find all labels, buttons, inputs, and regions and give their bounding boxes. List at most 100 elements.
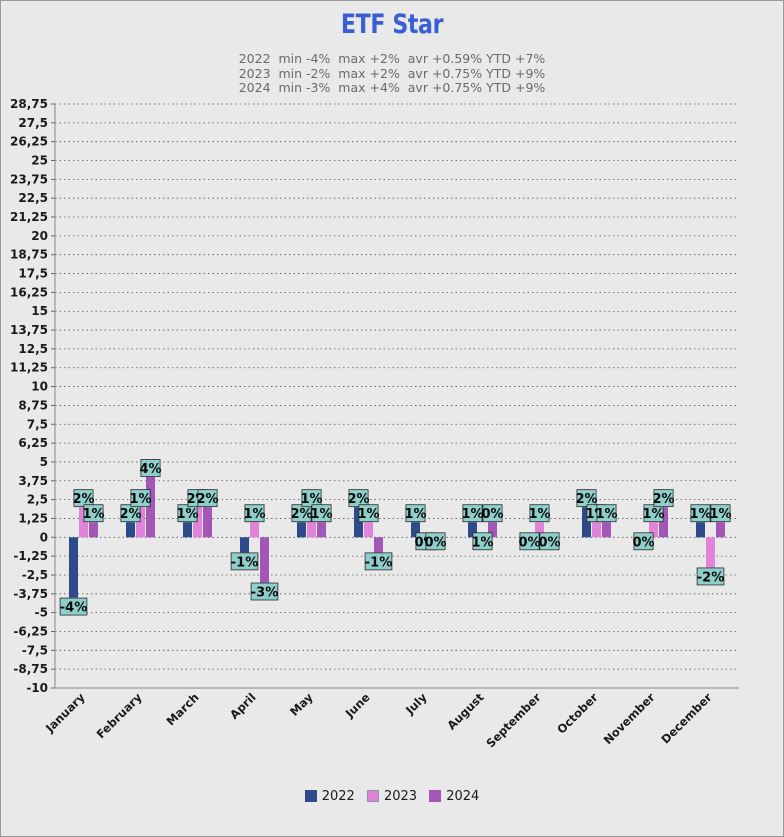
- bar-2024-december: [716, 522, 725, 538]
- data-label-box: [710, 504, 731, 523]
- bar-2022-december: [696, 522, 705, 538]
- x-category-label: December: [658, 690, 715, 747]
- data-label: 2%: [72, 492, 94, 507]
- x-category-label: August: [444, 690, 487, 733]
- subtitle-line-2024: 2024 min -3% max +4% avr +0.75% YTD +9%: [238, 80, 546, 95]
- bar-2022-january: [69, 537, 78, 598]
- bar-2024-november: [659, 507, 668, 538]
- data-label: 1%: [689, 507, 711, 522]
- legend-item-2024[interactable]: 2024: [429, 789, 479, 804]
- bar-2022-august: [468, 522, 477, 538]
- data-label: 1%: [404, 507, 426, 522]
- chart-subtitle: 2022 min -4% max +2% avr +0.59% YTD +7% 2…: [1, 51, 783, 96]
- data-label: -1%: [365, 555, 392, 570]
- y-tick-label: 17,5: [18, 267, 48, 281]
- y-tick-label: -6,25: [13, 624, 48, 638]
- bar-2023-june: [364, 522, 373, 538]
- x-category-label: January: [42, 690, 88, 736]
- chart-plot: 28,75 27,5 26,25 25 23,75 22,5 21,25 20 18,75 17,…: [10, 97, 739, 751]
- data-label-box: [230, 552, 259, 571]
- y-tick-label: 27,5: [18, 116, 48, 130]
- data-label: 1%: [642, 507, 664, 522]
- data-label: 2%: [290, 507, 312, 522]
- data-label-box: [244, 504, 265, 523]
- y-tick-label: -10: [26, 681, 48, 695]
- data-label-box: [529, 504, 550, 523]
- y-tick-label: 2,5: [27, 493, 48, 507]
- legend-item-2023[interactable]: 2023: [366, 789, 418, 804]
- data-label-box: [83, 504, 104, 523]
- y-tick-label: -8,75: [13, 662, 48, 676]
- y-tick-label: 0: [40, 530, 48, 544]
- data-label-box: [633, 532, 654, 551]
- data-label-box: [482, 504, 503, 523]
- data-label-box: [519, 532, 540, 551]
- bar-2022-may: [297, 522, 306, 538]
- x-category-label: September: [483, 690, 544, 751]
- bar-2022-july: [411, 522, 420, 538]
- legend-item-2022[interactable]: 2022: [304, 789, 355, 804]
- y-tick-label: 3,75: [18, 474, 48, 488]
- y-tick-label: 26,25: [10, 135, 48, 149]
- chart-title: ETF Star: [340, 9, 444, 40]
- data-label: -1%: [231, 555, 258, 570]
- bar-2023-january: [79, 507, 88, 538]
- data-label: 4%: [139, 462, 161, 477]
- y-tick-label: 6,25: [18, 436, 48, 450]
- bar-2023-may: [307, 507, 316, 538]
- bar-2023-september: [535, 522, 544, 538]
- data-label-box: [462, 504, 483, 523]
- data-label: 2%: [347, 492, 369, 507]
- legend-swatch-2023: [366, 790, 379, 802]
- legend-label-2023: 2023: [383, 789, 418, 804]
- y-tick-label: 21,25: [10, 210, 48, 224]
- y-tick-label: 16,25: [10, 285, 48, 299]
- data-label: 0%: [632, 535, 654, 550]
- bar-2023-october: [592, 522, 601, 538]
- y-tick-label: 7,5: [27, 417, 48, 431]
- legend-label-2024: 2024: [446, 789, 480, 804]
- bar-2022-april: [240, 537, 249, 553]
- data-label-box: [59, 597, 88, 616]
- y-tick-label: 1,25: [18, 511, 48, 525]
- data-label: 2%: [196, 492, 218, 507]
- y-tick-label: -1,25: [13, 549, 48, 563]
- y-tick-label: 11,25: [10, 361, 48, 375]
- data-label-box: [690, 504, 711, 523]
- y-tick-label: 15: [31, 304, 48, 318]
- data-label-box: [596, 504, 617, 523]
- data-label-box: [140, 459, 161, 477]
- data-label-box: [696, 567, 725, 586]
- data-label-box: [472, 532, 493, 551]
- y-tick-label: 13,75: [10, 323, 48, 337]
- bar-2022-june: [354, 507, 363, 538]
- data-label: 2%: [575, 492, 597, 507]
- data-label-box: [130, 489, 151, 508]
- bar-2024-august: [488, 522, 497, 538]
- y-tick-label: 20: [31, 229, 48, 243]
- data-label: 0%: [518, 535, 540, 550]
- y-tick-label: 22,5: [18, 191, 48, 205]
- x-category-label: May: [287, 690, 316, 719]
- bar-2024-february: [146, 477, 155, 538]
- y-tick-label: 8,75: [18, 398, 48, 412]
- subtitle-line-2022: 2022 min -4% max +2% avr +0.59% YTD +7%: [238, 51, 546, 66]
- bar-2023-march: [193, 507, 202, 538]
- bar-2024-march: [203, 507, 212, 538]
- data-label-box: [311, 504, 332, 523]
- y-tick-label: 10: [31, 380, 48, 394]
- data-label-box: [539, 532, 560, 551]
- data-label: 1%: [709, 507, 731, 522]
- data-label: 0%: [424, 535, 446, 550]
- bar-2023-april: [250, 522, 259, 538]
- data-label: -2%: [697, 570, 724, 585]
- data-label: 1%: [461, 507, 483, 522]
- data-label: 1%: [176, 507, 198, 522]
- data-label-box: [405, 504, 426, 523]
- x-category-label: March: [164, 690, 202, 728]
- data-label: 1%: [357, 507, 379, 522]
- data-label: 1%: [595, 507, 617, 522]
- legend-swatch-2024: [429, 790, 442, 802]
- bar-2024-october: [602, 522, 611, 538]
- data-label: 1%: [528, 507, 550, 522]
